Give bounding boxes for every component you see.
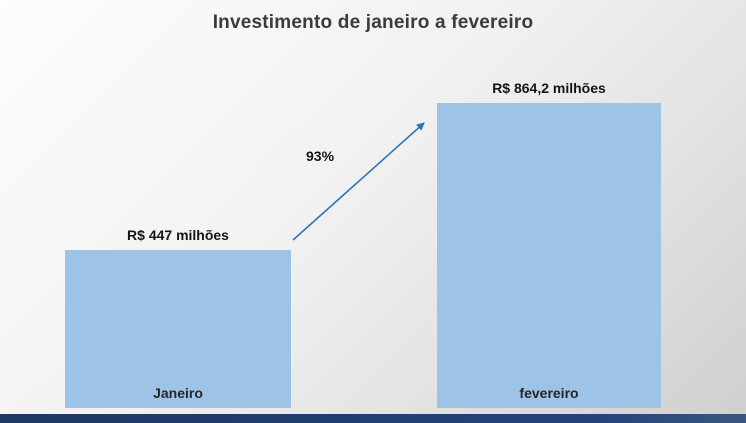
bar-rect-fevereiro: fevereiro: [437, 103, 661, 408]
bottom-accent-bar: [0, 414, 746, 423]
bar-group-janeiro: R$ 447 milhões Janeiro: [65, 227, 291, 408]
value-label-fevereiro: R$ 864,2 milhões: [492, 80, 606, 96]
growth-percentage-label: 93%: [306, 148, 335, 164]
category-label-janeiro: Janeiro: [153, 385, 203, 401]
value-label-janeiro: R$ 447 milhões: [127, 227, 229, 243]
category-label-fevereiro: fevereiro: [519, 385, 579, 401]
chart-title: Investimento de janeiro a fevereiro: [212, 12, 534, 33]
bar-rect-janeiro: Janeiro: [65, 250, 291, 408]
bar-group-fevereiro: R$ 864,2 milhões fevereiro: [437, 80, 661, 408]
